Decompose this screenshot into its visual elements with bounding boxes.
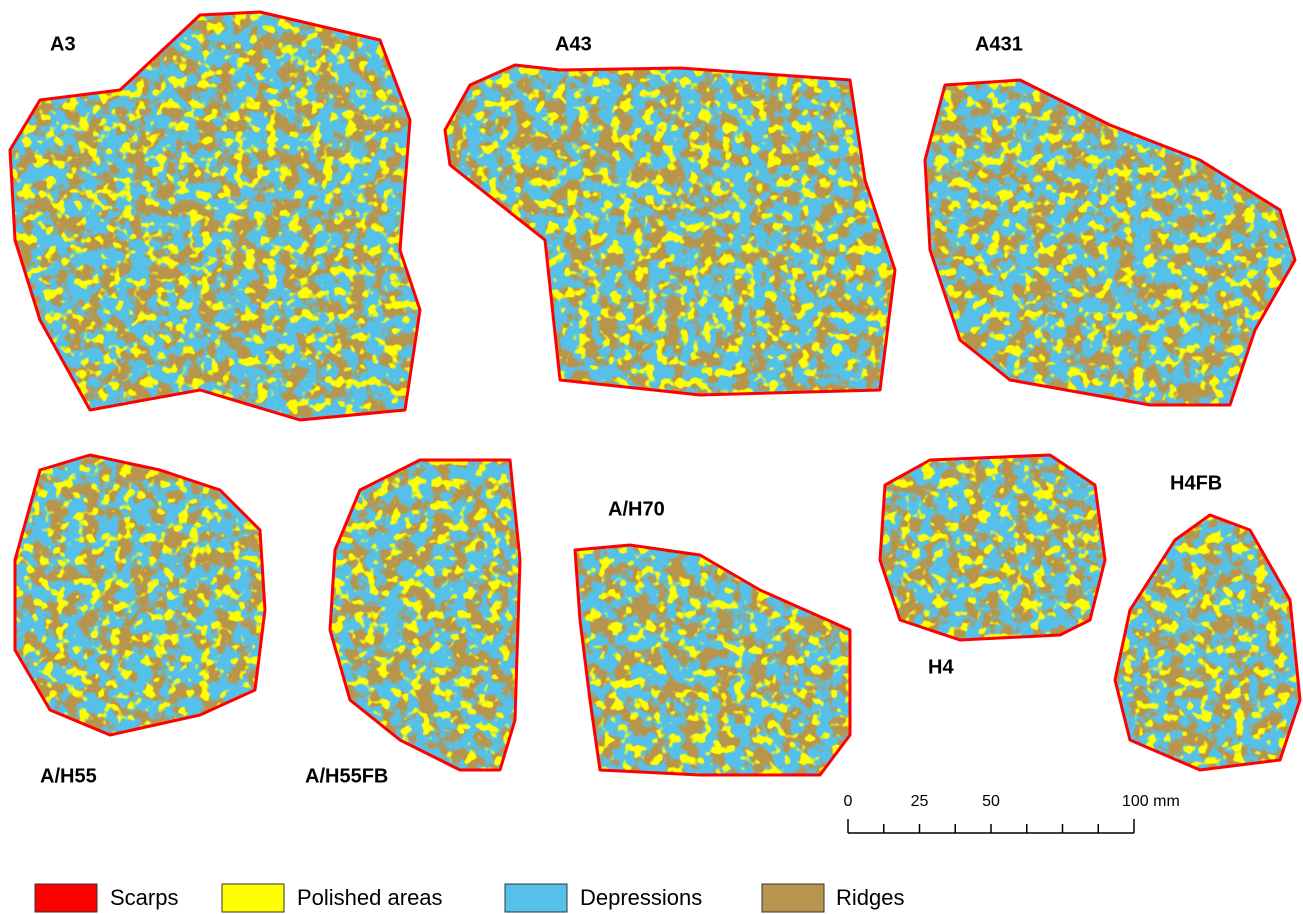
legend-label: Polished areas [297,885,443,910]
specimen-scarps [8,10,422,422]
legend: Scarps Polished areas Depressions Ridges [34,883,904,913]
specimen-scarps [573,543,852,777]
legend-swatch [761,883,825,913]
specimen-label: A43 [555,33,592,55]
specimen-scarps [328,458,522,772]
specimen-polished [445,65,895,395]
legend-swatch [221,883,285,913]
scale-label: 25 [911,793,929,810]
specimen-label: A431 [975,33,1023,55]
specimen-label: A/H55FB [305,765,388,787]
scale-label: 0 [844,793,853,810]
specimen-polished [1115,515,1300,770]
legend-swatch [34,883,98,913]
specimen-scarps [443,63,897,397]
specimen-polished [10,12,420,420]
specimen-label: H4 [928,656,954,678]
legend-label: Ridges [836,885,904,910]
specimen-label: H4FB [1170,472,1222,494]
specimen-polished [880,455,1105,640]
specimen-polished [575,545,850,775]
scale-label: 50 [982,793,1000,810]
specimen-scarps [878,453,1107,642]
specimen-polished [925,80,1295,405]
scale-label: 100 mm [1122,793,1180,810]
legend-swatch [504,883,568,913]
specimen-scarps [1113,513,1302,772]
specimen-label: A/H55 [40,765,97,787]
specimen-polished [15,455,265,735]
specimen-scarps [13,453,267,737]
specimen-label: A/H70 [608,498,665,520]
legend-label: Depressions [580,885,702,910]
specimen-label: A3 [50,33,76,55]
specimens: A3 A43 A431 A/H55 A/H55FB A/H70 H4 H4FB [8,10,1302,787]
specimen-scarps [923,78,1297,407]
specimen-polished [330,460,520,770]
legend-label: Scarps [110,885,178,910]
scale-bar: 0 25 50 100 mm [844,793,1180,834]
